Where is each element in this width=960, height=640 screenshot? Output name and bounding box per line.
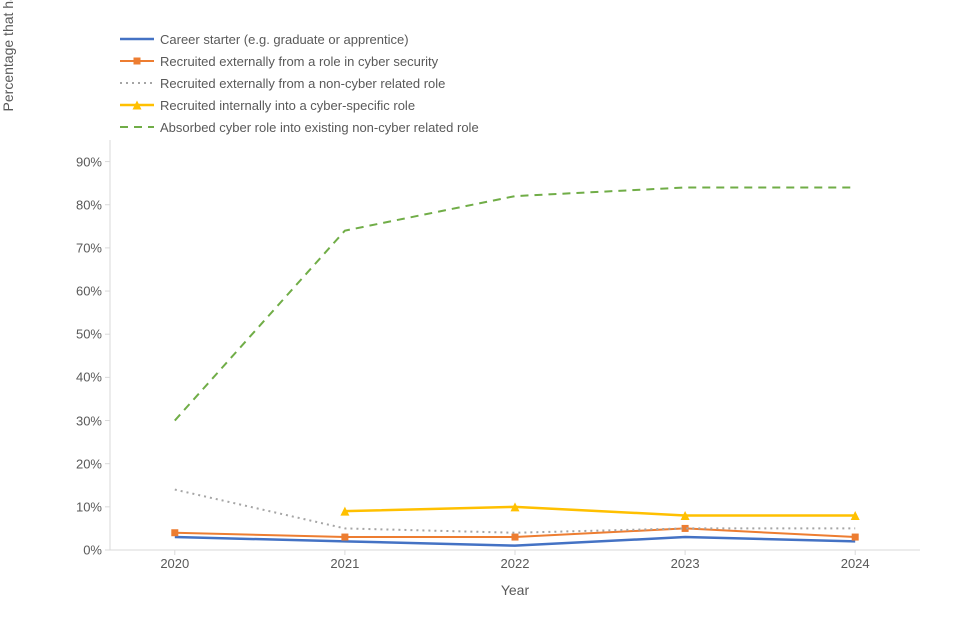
legend-label: Recruited externally from a non-cyber re… [160, 76, 445, 91]
x-tick-label: 2023 [655, 556, 715, 571]
y-tick-label: 40% [52, 370, 102, 385]
y-tick-label: 50% [52, 327, 102, 342]
x-tick-label: 2024 [825, 556, 885, 571]
legend-swatch-icon [120, 120, 154, 134]
x-tick-label: 2022 [485, 556, 545, 571]
legend-item-absorbed: Absorbed cyber role into existing non-cy… [120, 116, 550, 138]
plot-area [110, 140, 920, 550]
legend-swatch-icon [120, 54, 154, 68]
y-tick-label: 10% [52, 499, 102, 514]
legend-item-career_starter: Career starter (e.g. graduate or apprent… [120, 28, 550, 50]
y-tick-label: 90% [52, 154, 102, 169]
legend-label: Career starter (e.g. graduate or apprent… [160, 32, 409, 47]
y-axis-title: Percentage that had entered via a certai… [0, 0, 20, 160]
y-tick-label: 0% [52, 543, 102, 558]
x-tick-label: 2020 [145, 556, 205, 571]
legend-swatch-icon [120, 32, 154, 46]
series-line-absorbed [175, 187, 855, 420]
y-tick-label: 70% [52, 240, 102, 255]
legend-swatch-icon [120, 76, 154, 90]
y-tick-label: 20% [52, 456, 102, 471]
legend-item-ext_noncyber: Recruited externally from a non-cyber re… [120, 72, 550, 94]
x-tick-label: 2021 [315, 556, 375, 571]
legend-label: Recruited internally into a cyber-specif… [160, 98, 415, 113]
chart-container: Career starter (e.g. graduate or apprent… [0, 0, 960, 640]
legend-label: Recruited externally from a role in cybe… [160, 54, 438, 69]
legend-swatch-icon [120, 98, 154, 112]
legend-item-int_cyber: Recruited internally into a cyber-specif… [120, 94, 550, 116]
y-tick-label: 60% [52, 284, 102, 299]
legend-item-ext_cyber: Recruited externally from a role in cybe… [120, 50, 550, 72]
y-tick-label: 30% [52, 413, 102, 428]
legend: Career starter (e.g. graduate or apprent… [120, 28, 920, 138]
legend-label: Absorbed cyber role into existing non-cy… [160, 120, 479, 135]
series-line-int_cyber [345, 507, 855, 516]
y-tick-label: 80% [52, 197, 102, 212]
x-axis-title: Year [110, 582, 920, 598]
